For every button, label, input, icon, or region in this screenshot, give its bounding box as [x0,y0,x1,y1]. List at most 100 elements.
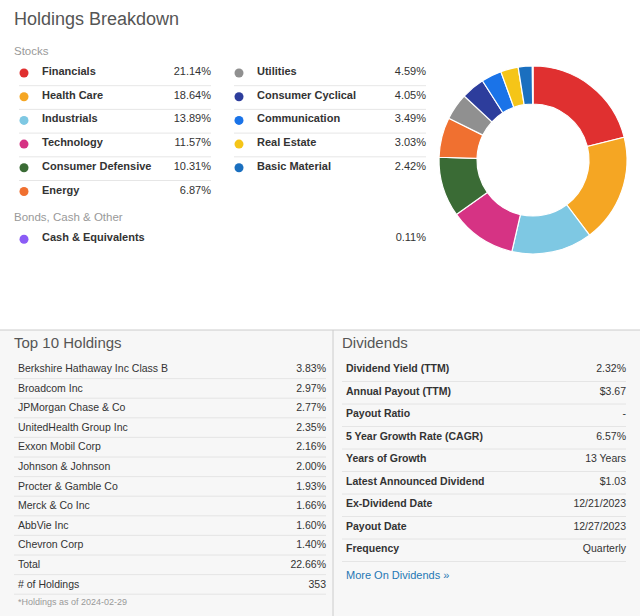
category-label: Energy [42,184,80,196]
row-value: 1.93% [296,480,326,492]
legend-dot [20,187,29,196]
legend-dot [235,92,244,101]
row-label: AbbVie Inc [18,519,69,531]
category-label: Consumer Defensive [42,160,151,172]
row-value: 2.35% [296,421,326,433]
category-label: Communication [257,112,340,124]
slice [532,66,534,104]
divider [19,133,211,134]
divider [234,109,426,110]
divider [342,449,626,450]
divider [19,109,211,110]
row-label: Johnson & Johnson [18,460,110,472]
value-label: 18.64% [174,89,212,101]
slice [512,205,590,254]
row-label: Ex-Dividend Date [346,497,433,509]
row-value: 12/21/2023 [573,497,626,509]
row-value: 2.16% [296,440,326,452]
category-label: Consumer Cyclical [257,89,356,101]
row-label: Payout Ratio [346,407,410,419]
row-value: 13 Years [585,452,626,464]
value-label: 3.03% [395,136,426,148]
row-label: Exxon Mobil Corp [18,440,101,452]
donut [439,66,627,254]
legend-dot [235,116,244,125]
table-title: Dividends [342,334,408,351]
row-label: JPMorgan Chase & Co [18,401,126,413]
value-label: 13.89% [174,112,212,124]
divider [342,539,626,540]
divider [342,381,626,382]
row-value: 3.83% [296,362,326,374]
table: Top 10 Holdings Berkshire Hathaway Inc Cl… [14,334,326,606]
divider [234,156,426,157]
divider [342,494,626,495]
divider [14,398,326,399]
row-value: 1.66% [296,499,326,511]
row-label: Total [18,558,40,570]
value-label: 3.49% [395,112,426,124]
divider [14,476,326,477]
legend-dot [20,92,29,101]
title: Holdings Breakdown [14,9,179,29]
legend-dot [20,140,29,149]
separator [0,330,640,331]
row-label: Broadcom Inc [18,382,83,394]
row-value: 2.00% [296,460,326,472]
value-label: 2.42% [395,160,426,172]
row-value: 12/27/2023 [573,520,626,532]
divider [342,426,626,427]
link[interactable]: More On Dividends » [346,569,449,581]
row-value: $3.67 [600,385,626,397]
divider [234,85,426,86]
category-label: Basic Material [257,160,331,172]
slice [518,66,532,105]
legend-dot [20,235,29,244]
row-value: 1.40% [296,538,326,550]
row-label: Berkshire Hathaway Inc Class B [18,362,168,374]
legend-dot [20,163,29,172]
category-label: Utilities [257,65,297,77]
row-value: 6.57% [596,430,626,442]
holdings-breakdown: Holdings Breakdown Stocks Financials 21.14%… [14,9,426,244]
divider [14,457,326,458]
row-value: 1.60% [296,519,326,531]
row-value: Quarterly [583,542,627,554]
row-value: 22.66% [290,558,326,570]
divider [14,378,326,379]
divider [14,574,326,575]
table-title: Top 10 Holdings [14,334,122,351]
row-label: Merck & Co Inc [18,499,90,511]
row-value: 2.97% [296,382,326,394]
category-label: Technology [42,136,104,148]
category-label: Financials [42,65,96,77]
row-value: 2.77% [296,401,326,413]
row-value: $1.03 [600,475,626,487]
value-label: 4.59% [395,65,426,77]
value-label: 6.87% [180,184,211,196]
category-label: Health Care [42,89,103,101]
dashboard: Holdings Breakdown Stocks Financials 21.14%… [0,0,640,616]
divider [14,594,326,595]
divider [14,437,326,438]
section-label: Stocks [14,45,49,57]
bottom-background [0,330,640,616]
divider [14,515,326,516]
row-value: 2.32% [596,362,626,374]
row-label: UnitedHealth Group Inc [18,421,128,433]
divider [19,180,211,181]
row-label: 5 Year Growth Rate (CAGR) [346,430,483,442]
slice [533,66,624,146]
row-label: Annual Payout (TTM) [346,385,451,397]
category-label: Real Estate [257,136,316,148]
divider [19,156,211,157]
legend-dot [20,69,29,78]
value-label: 10.31% [174,160,212,172]
row-value: - [623,407,627,419]
row-label: Latest Announced Dividend [346,475,484,487]
value-label: 21.14% [174,65,212,77]
divider [14,535,326,536]
row-label: Procter & Gamble Co [18,480,118,492]
legend-dot [235,140,244,149]
row-value: 353 [308,578,326,590]
